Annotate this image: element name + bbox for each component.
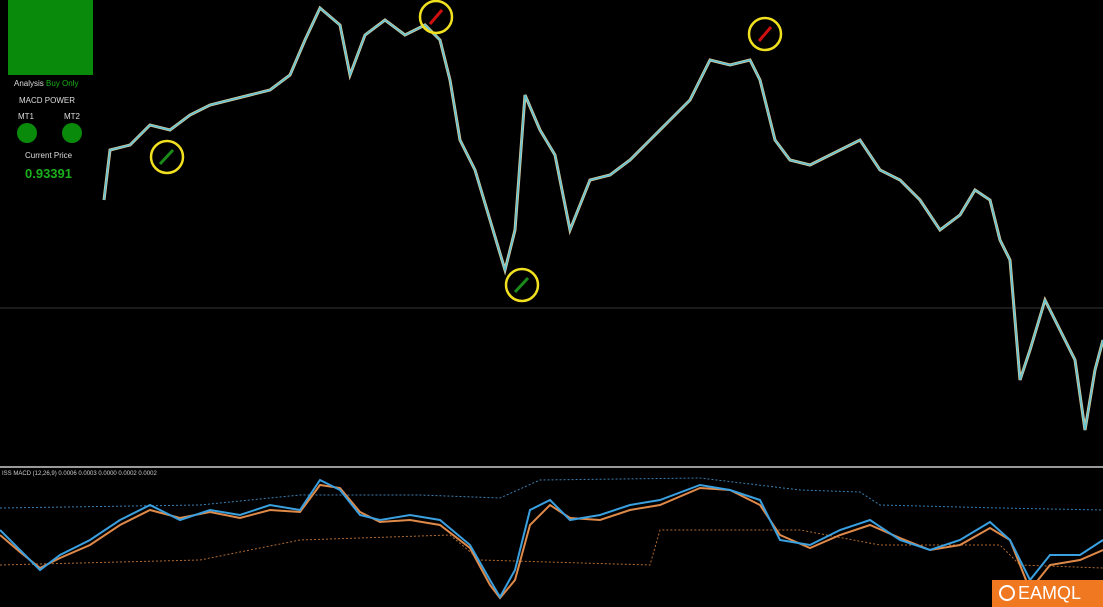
macd-band-lower: [0, 529, 1103, 569]
price-line-overlay: [103, 6, 1103, 431]
buy-arrow: [513, 276, 530, 294]
signal-circle: [504, 267, 540, 303]
buy-arrow: [158, 148, 175, 166]
macd-band-upper: [0, 477, 1103, 511]
mt2-label: MT2: [64, 112, 80, 121]
logo-box: [992, 580, 1103, 607]
analysis-value: Buy Only: [46, 79, 79, 88]
signal-circle: [747, 16, 783, 52]
indicator-label: ISS MACD (12,26,9) 0.0006 0.0003 0.0000 …: [2, 471, 157, 477]
signal-circle: [149, 139, 185, 175]
current-price: 0.93391: [25, 166, 72, 181]
signal-circle: [418, 0, 454, 35]
macd-line: [0, 478, 1103, 600]
price-label: Current Price: [25, 151, 73, 160]
sell-arrow: [428, 9, 444, 25]
mt1-label: MT1: [18, 112, 34, 121]
sell-arrow: [757, 26, 773, 42]
mt2-indicator: [62, 123, 82, 143]
status-box: [8, 0, 93, 75]
analysis-label-text: Analysis: [14, 79, 44, 88]
analysis-label: Analysis Buy Only: [14, 79, 79, 88]
mt1-indicator: [17, 123, 37, 143]
price-line: [102, 5, 1103, 431]
panel-title: MACD POWER: [19, 96, 75, 105]
logo-text: EAMQL: [1018, 583, 1082, 603]
logo-icon: [999, 585, 1015, 601]
